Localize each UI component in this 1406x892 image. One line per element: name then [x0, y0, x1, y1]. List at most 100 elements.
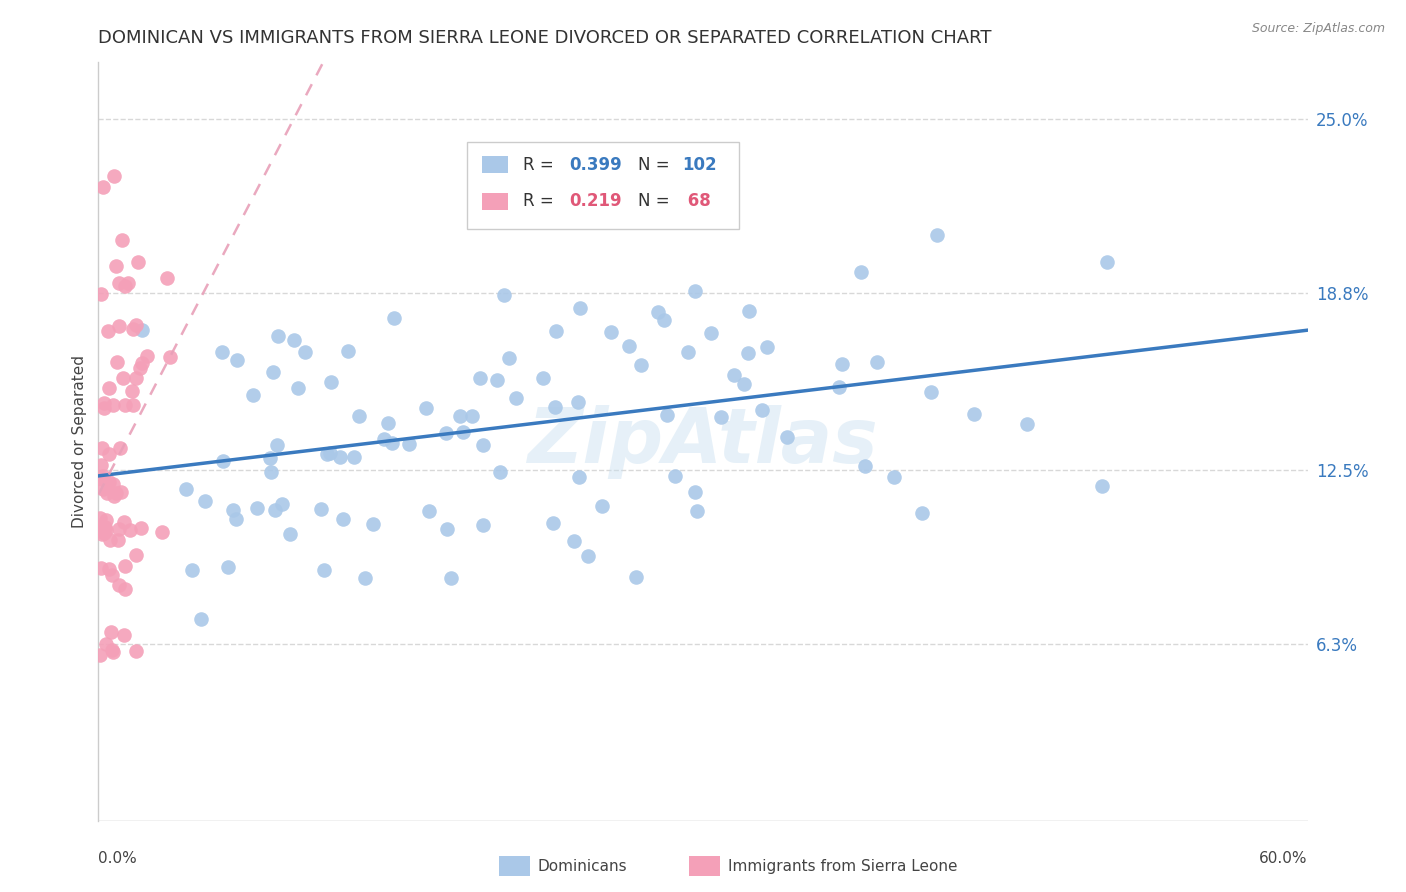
Point	[90, 458, 112, 472]
Point	[101, 476, 124, 491]
Point	[108, 578, 131, 592]
Point	[723, 368, 745, 383]
Point	[89, 522, 111, 536]
Point	[93, 482, 115, 496]
Text: Source: ZipAtlas.com: Source: ZipAtlas.com	[1251, 22, 1385, 36]
Text: 0.0%: 0.0%	[98, 851, 138, 866]
Point	[343, 450, 366, 465]
FancyBboxPatch shape	[482, 156, 509, 173]
Point	[131, 521, 153, 535]
Point	[336, 343, 359, 358]
Point	[319, 376, 342, 390]
Point	[91, 527, 114, 541]
Text: 0.399: 0.399	[569, 156, 621, 174]
Point	[105, 355, 128, 369]
Point	[664, 468, 686, 483]
Point	[131, 323, 153, 337]
Point	[107, 533, 129, 548]
Point	[159, 351, 181, 365]
Point	[108, 522, 131, 536]
Point	[373, 432, 395, 446]
Point	[548, 154, 571, 169]
Point	[925, 227, 948, 242]
Point	[217, 559, 239, 574]
Point	[211, 345, 233, 359]
Point	[242, 388, 264, 402]
Point	[564, 533, 586, 548]
Point	[98, 533, 121, 547]
Point	[700, 326, 723, 340]
Point	[471, 517, 494, 532]
Point	[93, 520, 115, 534]
Point	[93, 525, 115, 540]
Point	[377, 416, 399, 430]
Text: ZipAtlas: ZipAtlas	[527, 405, 879, 478]
Point	[738, 303, 761, 318]
Point	[263, 503, 285, 517]
Point	[194, 494, 217, 508]
Point	[415, 401, 437, 416]
Point	[546, 324, 568, 338]
Point	[89, 511, 111, 525]
Point	[118, 523, 141, 537]
Point	[122, 322, 145, 336]
Point	[156, 271, 179, 285]
Point	[617, 339, 640, 353]
Point	[97, 324, 120, 338]
Point	[849, 265, 872, 279]
Point	[112, 628, 135, 642]
Point	[114, 398, 136, 412]
Point	[710, 409, 733, 424]
Point	[963, 408, 986, 422]
Point	[381, 436, 404, 450]
Point	[568, 470, 591, 484]
Point	[101, 398, 124, 412]
Point	[262, 366, 284, 380]
Text: DOMINICAN VS IMMIGRANTS FROM SIERRA LEONE DIVORCED OR SEPARATED CORRELATION CHAR: DOMINICAN VS IMMIGRANTS FROM SIERRA LEON…	[98, 29, 991, 47]
Point	[93, 401, 115, 415]
Point	[361, 517, 384, 532]
Point	[827, 380, 849, 394]
Point	[259, 466, 281, 480]
Point	[94, 513, 117, 527]
Point	[125, 643, 148, 657]
Point	[103, 490, 125, 504]
Point	[567, 395, 589, 409]
Point	[111, 370, 134, 384]
Point	[315, 447, 337, 461]
Text: 102: 102	[682, 156, 717, 174]
Point	[246, 500, 269, 515]
Point	[136, 349, 159, 363]
Point	[114, 278, 136, 293]
Point	[110, 484, 132, 499]
Point	[1095, 254, 1118, 268]
Text: Dominicans: Dominicans	[537, 859, 627, 873]
Point	[866, 355, 889, 369]
Point	[382, 311, 405, 326]
Point	[312, 563, 335, 577]
Point	[311, 501, 333, 516]
Text: 60.0%: 60.0%	[1260, 851, 1308, 866]
Point	[678, 344, 700, 359]
Point	[190, 612, 212, 626]
Point	[91, 472, 114, 486]
Point	[222, 503, 245, 517]
Point	[434, 425, 457, 440]
Point	[212, 454, 235, 468]
Point	[600, 325, 623, 339]
Text: 0.219: 0.219	[569, 192, 621, 211]
Point	[89, 648, 111, 663]
Point	[630, 358, 652, 372]
Point	[266, 438, 288, 452]
Point	[103, 169, 125, 184]
Point	[591, 499, 613, 513]
Point	[89, 520, 111, 534]
Point	[505, 391, 527, 405]
Point	[647, 304, 669, 318]
Point	[90, 561, 112, 575]
Point	[112, 515, 135, 529]
Point	[267, 328, 290, 343]
Point	[776, 430, 799, 444]
Point	[114, 559, 136, 574]
Point	[129, 361, 152, 376]
